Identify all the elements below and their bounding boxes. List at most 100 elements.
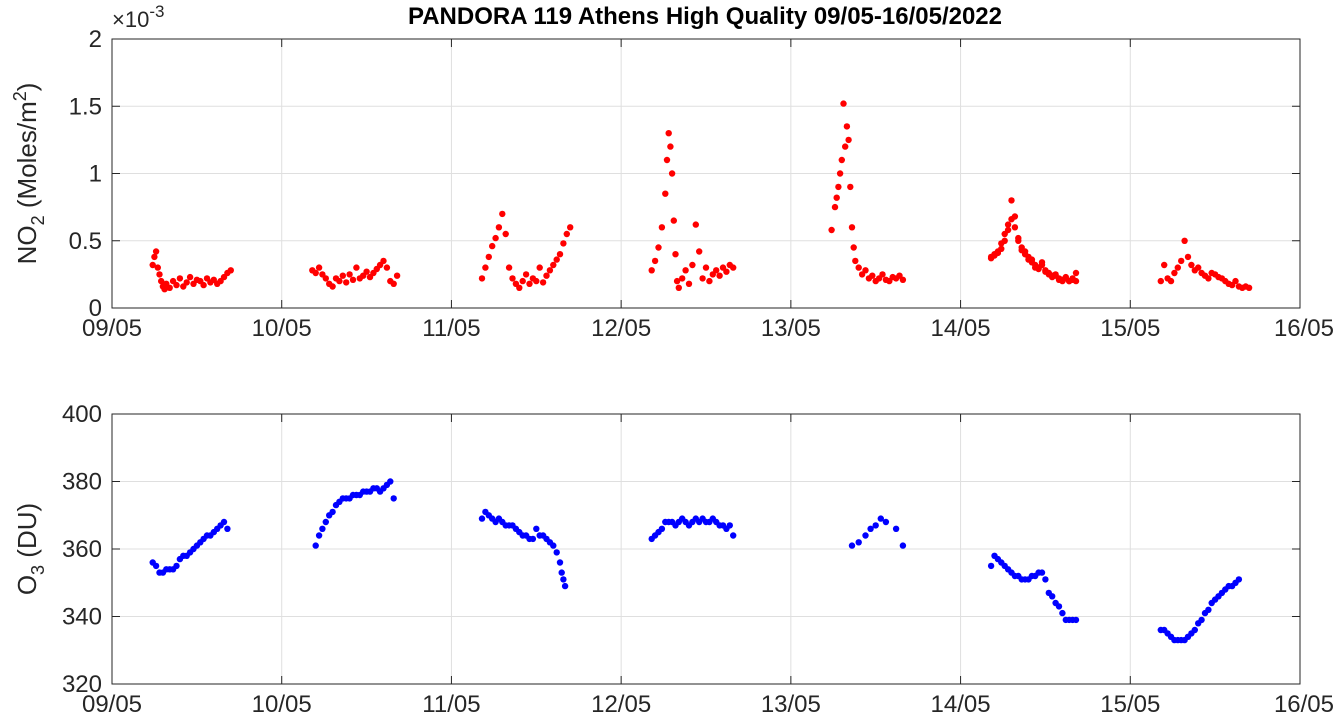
data-point (1184, 253, 1192, 261)
data-point (499, 210, 506, 218)
data-point (533, 525, 540, 532)
data-point (892, 525, 900, 532)
y-tick-label: 380 (62, 469, 102, 496)
data-point (828, 226, 835, 234)
data-point (899, 542, 907, 549)
data-point (539, 279, 547, 286)
data-point (1021, 251, 1029, 258)
data-point (869, 272, 876, 279)
data-point (383, 264, 391, 271)
series-1 (312, 478, 397, 549)
data-point (655, 244, 662, 251)
y-tick-label: 2 (89, 26, 102, 53)
data-point (563, 230, 570, 238)
data-point (899, 276, 907, 283)
data-point (1049, 593, 1056, 600)
data-point (673, 277, 681, 285)
data-point (315, 264, 323, 271)
data-point (1072, 616, 1080, 624)
x-tick-label: 10/05 (252, 315, 312, 342)
chart-title: PANDORA 119 Athens High Quality 09/05-16… (408, 3, 1002, 30)
series-0 (149, 248, 234, 293)
y-label-end: ) (12, 83, 42, 92)
x-tick-label: 10/05 (252, 691, 312, 718)
data-point (987, 562, 995, 570)
data-point (390, 280, 397, 287)
data-point (679, 275, 686, 282)
data-point (329, 283, 336, 290)
x-tick-label: 14/05 (931, 691, 991, 718)
data-point (689, 261, 696, 269)
data-point (672, 251, 679, 258)
data-point (220, 518, 228, 526)
data-point (836, 170, 844, 177)
data-point (1059, 609, 1066, 617)
data-point (550, 542, 557, 549)
data-point (1195, 264, 1202, 271)
y-axis-label: NO2 (Moles/m2) (10, 83, 48, 265)
data-point (1161, 261, 1168, 269)
data-point (696, 248, 703, 255)
x-tick-label: 13/05 (761, 691, 821, 718)
series-0 (149, 518, 231, 576)
data-point (556, 251, 564, 258)
data-point (533, 277, 540, 285)
data-point (699, 275, 706, 282)
x-tick-label: 09/05 (82, 691, 142, 718)
data-point (1181, 237, 1188, 244)
data-point (558, 569, 565, 576)
data-point (1038, 569, 1046, 576)
series-5 (987, 552, 1080, 624)
data-point (149, 261, 156, 269)
data-point (560, 240, 567, 247)
x-tick-label: 11/05 (422, 315, 480, 342)
series-3 (648, 130, 737, 291)
data-point (173, 281, 180, 289)
data-point (522, 271, 530, 278)
data-point (852, 257, 859, 265)
data-point (567, 224, 574, 231)
data-point (322, 275, 329, 282)
x-tick-label: 12/05 (591, 691, 651, 718)
data-point (561, 582, 569, 590)
data-point (154, 264, 161, 271)
data-point (529, 535, 537, 543)
data-point (1072, 277, 1080, 285)
data-point (648, 267, 655, 274)
data-point (329, 508, 336, 516)
data-point (319, 525, 326, 532)
data-point (343, 279, 350, 286)
data-point (505, 264, 513, 271)
data-point (1174, 264, 1182, 271)
x-tick-label: 13/05 (761, 315, 821, 342)
data-point (183, 279, 190, 286)
series-2 (478, 508, 569, 590)
y-label-superscript: 2 (10, 91, 30, 101)
series-2 (478, 210, 574, 291)
y-axis-label: O3 (DU) (12, 503, 48, 595)
data-point (166, 284, 173, 291)
data-point (665, 130, 672, 137)
data-point (509, 275, 516, 282)
data-point (831, 203, 839, 211)
data-point (1235, 576, 1243, 583)
data-point (682, 267, 689, 274)
data-point (1198, 616, 1205, 624)
data-point (1072, 269, 1080, 277)
exponent-base: ×10 (112, 7, 149, 32)
data-point (543, 272, 550, 279)
x-tick-label: 11/05 (422, 691, 480, 718)
data-point (855, 264, 862, 271)
data-point (848, 542, 856, 549)
data-point (152, 248, 160, 255)
data-point (726, 522, 733, 529)
data-point (658, 224, 666, 231)
data-point (152, 562, 160, 570)
data-point (1042, 576, 1049, 583)
data-point (312, 542, 319, 549)
data-point (560, 576, 567, 583)
x-tick-label: 15/05 (1100, 691, 1160, 718)
data-point (667, 143, 674, 150)
data-point (1171, 269, 1178, 277)
